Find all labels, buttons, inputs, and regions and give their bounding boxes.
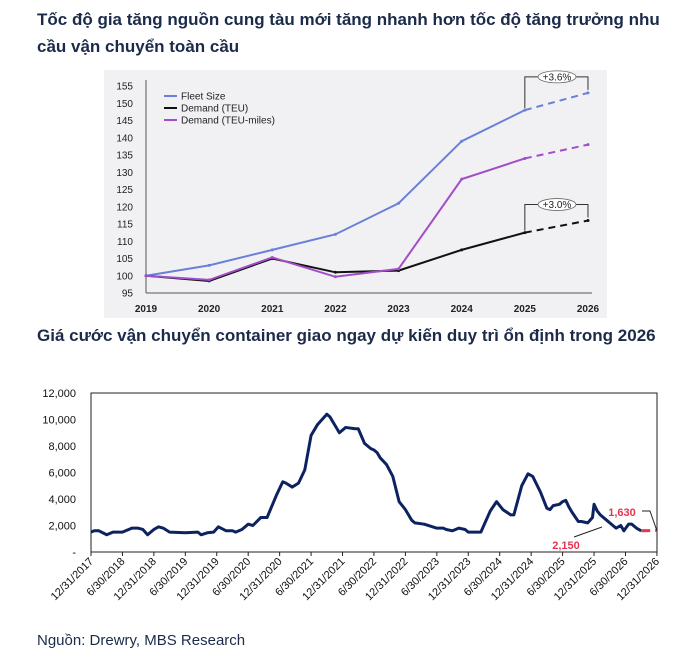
x-tick-label: 2026 bbox=[577, 304, 600, 315]
data-point-teumiles bbox=[207, 278, 211, 282]
data-point-teumiles bbox=[397, 267, 401, 271]
y-tick-label: 110 bbox=[117, 237, 133, 248]
data-point-teumiles bbox=[333, 275, 337, 279]
growth-label: +3.0% bbox=[543, 200, 572, 211]
forecast-line-teu bbox=[524, 219, 589, 234]
chart1-title: Tốc độ gia tăng nguồn cung tàu mới tăng … bbox=[37, 10, 660, 56]
data-point-fleet bbox=[333, 232, 337, 236]
legend-label: Demand (TEU-miles) bbox=[181, 116, 275, 127]
chart2-title: Giá cước vận chuyển container giao ngay … bbox=[37, 326, 656, 345]
data-point-teu bbox=[586, 219, 590, 223]
y-tick-label: 130 bbox=[116, 168, 133, 179]
data-point-fleet bbox=[586, 91, 590, 95]
data-point-fleet bbox=[207, 263, 211, 267]
y-tick-label: 105 bbox=[116, 254, 133, 265]
x-tick-label: 2024 bbox=[451, 304, 474, 315]
y-tick-label: 100 bbox=[116, 271, 133, 282]
x-tick-label: 2022 bbox=[324, 304, 347, 315]
y-tick-label: 135 bbox=[116, 151, 133, 162]
y-tick-label: 120 bbox=[116, 202, 133, 213]
data-point-teumiles bbox=[270, 255, 274, 259]
x-tick-label: 2020 bbox=[198, 304, 221, 315]
data-point-fleet bbox=[270, 248, 274, 252]
legend-label: Demand (TEU) bbox=[181, 104, 248, 115]
growth-label: +3.6% bbox=[543, 72, 572, 83]
data-point-teu bbox=[333, 270, 337, 274]
data-point-fleet bbox=[523, 108, 527, 112]
data-point-teu bbox=[523, 231, 527, 235]
y-tick-label: 150 bbox=[116, 99, 133, 110]
data-point-fleet bbox=[397, 201, 401, 205]
y-tick-label: 140 bbox=[116, 133, 133, 144]
growth-badge bbox=[537, 70, 577, 84]
y-tick-label: 115 bbox=[117, 220, 133, 231]
data-point-teumiles bbox=[586, 143, 590, 147]
data-point-fleet bbox=[460, 139, 464, 143]
data-point-teumiles bbox=[460, 177, 464, 181]
growth-badge bbox=[537, 198, 577, 211]
y-tick-label: 95 bbox=[122, 289, 134, 300]
x-tick-label: 2023 bbox=[387, 304, 410, 315]
y-tick-label: 145 bbox=[116, 116, 133, 127]
x-tick-label: 2019 bbox=[135, 304, 158, 315]
x-tick-label: 2025 bbox=[514, 304, 537, 315]
chart1-background bbox=[104, 70, 607, 318]
forecast-line-teumiles bbox=[524, 143, 589, 160]
data-point-teumiles bbox=[523, 156, 527, 160]
forecast-line-fleet bbox=[524, 91, 589, 112]
data-point-teu bbox=[460, 248, 464, 252]
legend-label: Fleet Size bbox=[181, 92, 226, 103]
y-tick-label: 125 bbox=[116, 185, 133, 196]
source-note: Nguồn: Drewry, MBS Research bbox=[37, 632, 246, 649]
data-point-teumiles bbox=[144, 274, 148, 278]
y-tick-label: 155 bbox=[116, 82, 133, 93]
x-tick-label: 2021 bbox=[261, 304, 284, 315]
